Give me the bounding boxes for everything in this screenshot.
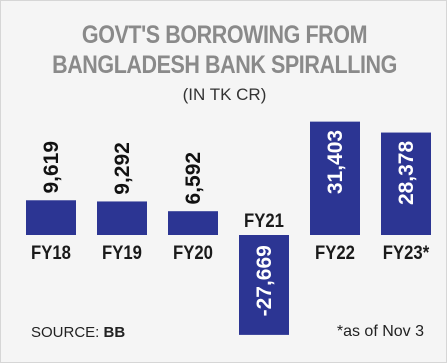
value-label: 9,619 — [40, 141, 63, 194]
value-label: 28,378 — [395, 141, 418, 206]
bar-fy21 — [239, 235, 289, 335]
value-label: -27,669 — [253, 245, 276, 316]
chart-title-line-2: BANGLADESH BANK SPIRALLING — [52, 51, 397, 79]
category-label: FY23* — [383, 242, 429, 263]
bar-fy18 — [26, 200, 76, 235]
value-label: 31,403 — [324, 130, 347, 194]
category-label: FY22 — [315, 242, 355, 263]
category-label: FY20 — [173, 242, 213, 263]
chart-title-line-1: GOVT'S BORROWING FROM — [81, 21, 368, 49]
bar-fy22 — [310, 121, 360, 235]
source-value: BB — [103, 324, 126, 341]
bar-fy20 — [168, 211, 218, 235]
value-label: 9,292 — [111, 142, 134, 195]
category-label: FY19 — [102, 242, 142, 263]
footnote: *as of Nov 3 — [336, 323, 424, 340]
category-label: FY18 — [31, 242, 71, 263]
bar-fy19 — [97, 201, 147, 235]
bar-fy23-star — [381, 132, 431, 235]
value-label: 6,592 — [182, 152, 205, 205]
source-label: SOURCE: — [31, 324, 100, 341]
source-note: SOURCE: BB — [31, 324, 125, 342]
category-label: FY21 — [244, 210, 284, 231]
chart-subtitle: (IN TK CR) — [182, 85, 267, 104]
